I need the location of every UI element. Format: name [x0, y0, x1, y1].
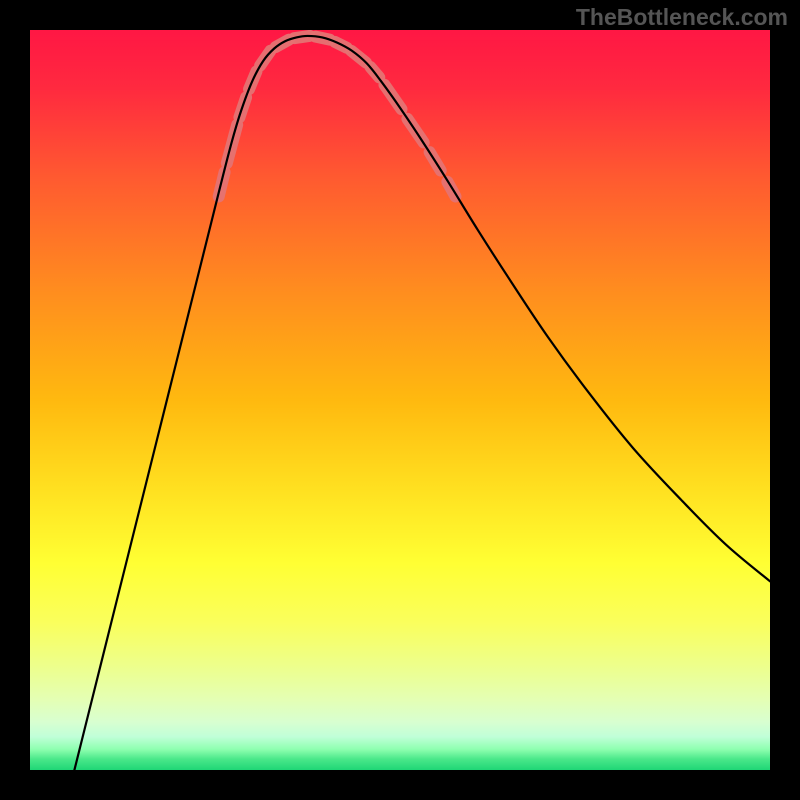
chart-container: TheBottleneck.com: [0, 0, 800, 800]
gradient-background: [30, 30, 770, 770]
watermark-text: TheBottleneck.com: [576, 4, 788, 31]
bottleneck-curve-chart: [0, 0, 800, 800]
